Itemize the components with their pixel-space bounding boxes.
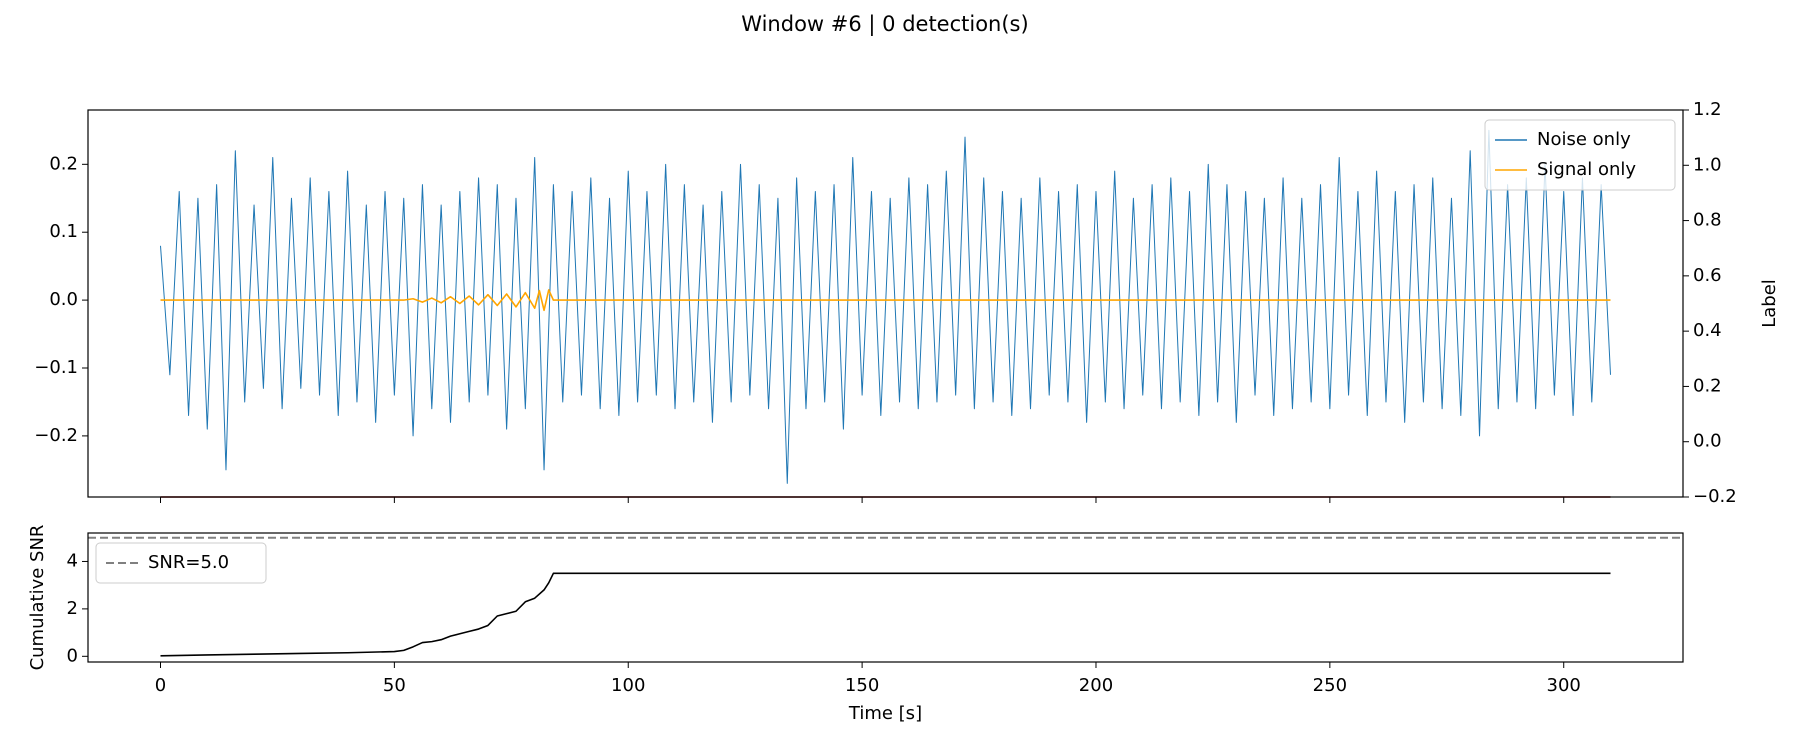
y-tick-label: 2 [67,598,78,619]
x-tick-label: 150 [845,675,879,696]
x-tick-label: 250 [1313,675,1347,696]
y2-tick-label: 0.4 [1693,320,1722,341]
axes-frame [87,532,1684,663]
y-tick-label: 0.1 [49,221,78,242]
series-line [160,572,1611,657]
y-tick-label: 4 [67,550,78,571]
axes-frame [87,109,1684,498]
legend-box [95,542,267,584]
y-tick-label: 0.2 [49,153,78,174]
legend: Noise only Signal only [1484,119,1676,191]
x-tick-label: 100 [611,675,645,696]
y-tick-label: −0.1 [34,357,78,378]
y-tick-label: 0.0 [49,289,78,310]
y-axis-label: Cumulative SNR [27,525,48,671]
x-axis-label: Time [s] [848,703,922,724]
series-line [160,289,1611,312]
y2-axis-label: Label [1759,279,1780,328]
x-tick-label: 300 [1547,675,1581,696]
legend-box [1484,119,1676,191]
y2-tick-label: 0.8 [1693,210,1722,231]
figure-title: Window #6 | 0 detection(s) [741,12,1028,37]
x-tick-label: 200 [1079,675,1113,696]
legend-label: Signal only [1537,159,1636,180]
y-tick-label: −0.2 [34,425,78,446]
y2-tick-label: 0.0 [1693,431,1722,452]
x-tick-label: 0 [155,675,166,696]
legend-label: SNR=5.0 [148,552,229,573]
y2-tick-label: 0.6 [1693,265,1722,286]
series-line [160,129,1611,484]
y2-tick-label: −0.2 [1693,486,1737,507]
x-tick-label: 50 [383,675,406,696]
y2-tick-label: 0.2 [1693,375,1722,396]
y2-tick-label: 1.2 [1693,99,1722,120]
legend-label: Noise only [1537,129,1631,150]
legend: SNR=5.0 [95,542,267,584]
y-tick-label: 0 [67,645,78,666]
y2-tick-label: 1.0 [1693,154,1722,175]
